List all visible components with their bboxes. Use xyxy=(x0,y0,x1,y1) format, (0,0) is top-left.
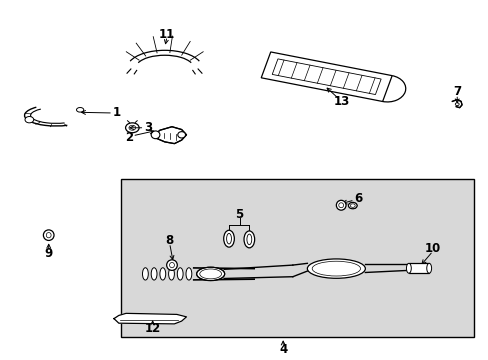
Polygon shape xyxy=(152,127,186,144)
Ellipse shape xyxy=(338,203,343,208)
Ellipse shape xyxy=(125,123,139,133)
Ellipse shape xyxy=(25,117,34,123)
Text: 11: 11 xyxy=(159,28,175,41)
Ellipse shape xyxy=(76,108,83,112)
Polygon shape xyxy=(272,59,380,95)
Ellipse shape xyxy=(177,268,183,280)
Ellipse shape xyxy=(226,233,231,244)
Text: 5: 5 xyxy=(235,207,244,221)
Ellipse shape xyxy=(46,233,51,238)
Text: 3: 3 xyxy=(143,121,152,134)
Ellipse shape xyxy=(178,132,185,138)
Ellipse shape xyxy=(244,231,254,248)
Ellipse shape xyxy=(406,263,410,273)
Ellipse shape xyxy=(169,262,174,268)
Ellipse shape xyxy=(307,259,365,278)
Ellipse shape xyxy=(246,234,251,245)
Ellipse shape xyxy=(168,268,174,280)
Ellipse shape xyxy=(454,103,458,105)
Ellipse shape xyxy=(43,230,54,240)
Polygon shape xyxy=(451,100,461,108)
Polygon shape xyxy=(114,313,186,324)
Bar xyxy=(408,263,428,273)
Ellipse shape xyxy=(185,268,191,280)
Ellipse shape xyxy=(151,131,160,139)
Ellipse shape xyxy=(151,268,157,280)
Ellipse shape xyxy=(426,263,431,273)
Text: 9: 9 xyxy=(44,247,53,260)
Text: 12: 12 xyxy=(144,321,161,335)
Ellipse shape xyxy=(196,267,224,280)
Ellipse shape xyxy=(348,202,356,209)
Text: 4: 4 xyxy=(279,343,287,356)
Bar xyxy=(121,179,473,337)
Text: 2: 2 xyxy=(125,131,133,144)
Text: 10: 10 xyxy=(424,242,440,255)
Ellipse shape xyxy=(166,260,177,270)
Polygon shape xyxy=(261,52,391,102)
Ellipse shape xyxy=(223,230,234,247)
Text: 6: 6 xyxy=(353,192,362,206)
Ellipse shape xyxy=(129,125,136,130)
Ellipse shape xyxy=(142,268,148,280)
Text: 7: 7 xyxy=(452,85,460,98)
Ellipse shape xyxy=(160,268,165,280)
Ellipse shape xyxy=(350,204,354,207)
Ellipse shape xyxy=(200,269,221,279)
Ellipse shape xyxy=(311,261,360,276)
Ellipse shape xyxy=(336,200,346,210)
Text: 13: 13 xyxy=(333,95,349,108)
Text: 8: 8 xyxy=(165,234,173,247)
Text: 1: 1 xyxy=(112,107,120,120)
